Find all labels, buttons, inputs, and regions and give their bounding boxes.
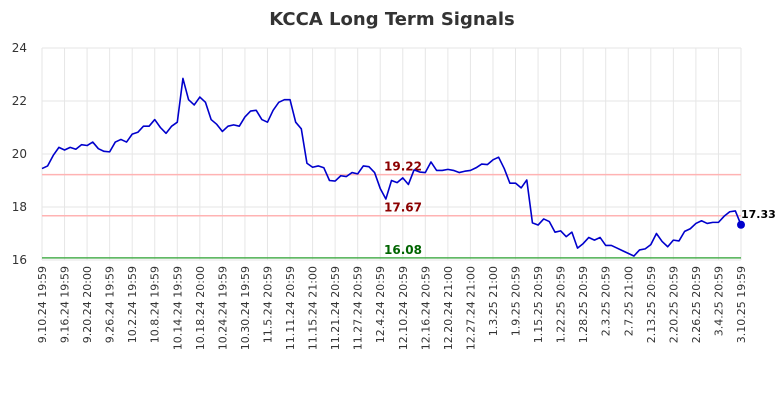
x-tick-label: 10.14.24 19:59 (171, 266, 184, 350)
chart-title: KCCA Long Term Signals (269, 9, 514, 30)
x-tick-label: 1.3.25 21:00 (487, 266, 500, 336)
y-tick-label: 20 (12, 147, 27, 161)
last-value-label: 17.33 (741, 208, 776, 221)
y-tick-labels: 16 18 20 22 24 (12, 41, 27, 267)
x-tick-label: 2.20.25 20:59 (667, 266, 680, 343)
x-tick-labels: 9.10.24 19:59 9.16.24 19:59 9.20.24 20:00 9… (36, 266, 748, 350)
x-tick-label: 12.4.24 20:59 (374, 266, 387, 343)
x-tick-label: 9.20.24 20:00 (81, 266, 94, 343)
x-tick-label: 2.3.25 20:59 (600, 266, 613, 336)
x-tick-label: 1.28.25 20:59 (577, 266, 590, 343)
x-tick-label: 12.20.24 21:00 (442, 266, 455, 350)
lower-reference-label: 16.08 (384, 243, 422, 257)
reference-lines: 19.22 17.67 16.08 (42, 160, 741, 259)
x-tick-label: 10.8.24 19:59 (149, 266, 162, 343)
x-tick-label: 3.4.25 20:59 (712, 266, 725, 336)
x-tick-label: 11.5.24 20:59 (261, 266, 274, 343)
y-tick-label: 18 (12, 200, 27, 214)
series-layer: 17.33 (41, 77, 776, 257)
x-tick-label: 2.26.25 20:59 (690, 266, 703, 343)
x-tick-label: 11.21.24 20:59 (329, 266, 342, 350)
x-tick-label: 9.10.24 19:59 (36, 266, 49, 343)
x-tick-label: 1.9.25 20:59 (510, 266, 523, 336)
upper-reference-label: 19.22 (384, 160, 422, 174)
x-tick-label: 1.15.25 20:59 (532, 266, 545, 343)
x-gridlines (41, 48, 742, 260)
mid-reference-label: 17.67 (384, 201, 422, 215)
y-tick-label: 22 (12, 94, 27, 108)
y-tick-label: 16 (12, 253, 27, 267)
x-tick-label: 10.2.24 19:59 (126, 266, 139, 343)
x-tick-label: 10.18.24 20:00 (194, 266, 207, 350)
x-tick-label: 2.7.25 21:00 (622, 266, 635, 336)
x-tick-label: 2.13.25 20:59 (645, 266, 658, 343)
x-tick-label: 9.26.24 19:59 (104, 266, 117, 343)
x-tick-label: 11.11.24 20:59 (284, 266, 297, 350)
x-tick-label: 12.10.24 20:59 (397, 266, 410, 350)
x-tick-label: 1.22.25 20:59 (555, 266, 568, 343)
y-gridlines (42, 47, 741, 261)
last-value-point (737, 220, 745, 229)
x-tick-label: 10.30.24 19:59 (239, 266, 252, 350)
x-tick-label: 11.15.24 21:00 (307, 266, 320, 350)
x-tick-label: 9.16.24 19:59 (59, 266, 72, 343)
x-tick-label: 12.27.24 21:00 (464, 266, 477, 350)
x-tick-label: 12.16.24 20:59 (419, 266, 432, 350)
x-tick-label: 11.27.24 20:59 (352, 266, 365, 350)
x-tick-label: 10.24.24 19:59 (216, 266, 229, 350)
series-line (41, 77, 742, 257)
y-tick-label: 24 (12, 41, 27, 55)
x-tick-label: 3.10.25 19:59 (735, 266, 748, 343)
